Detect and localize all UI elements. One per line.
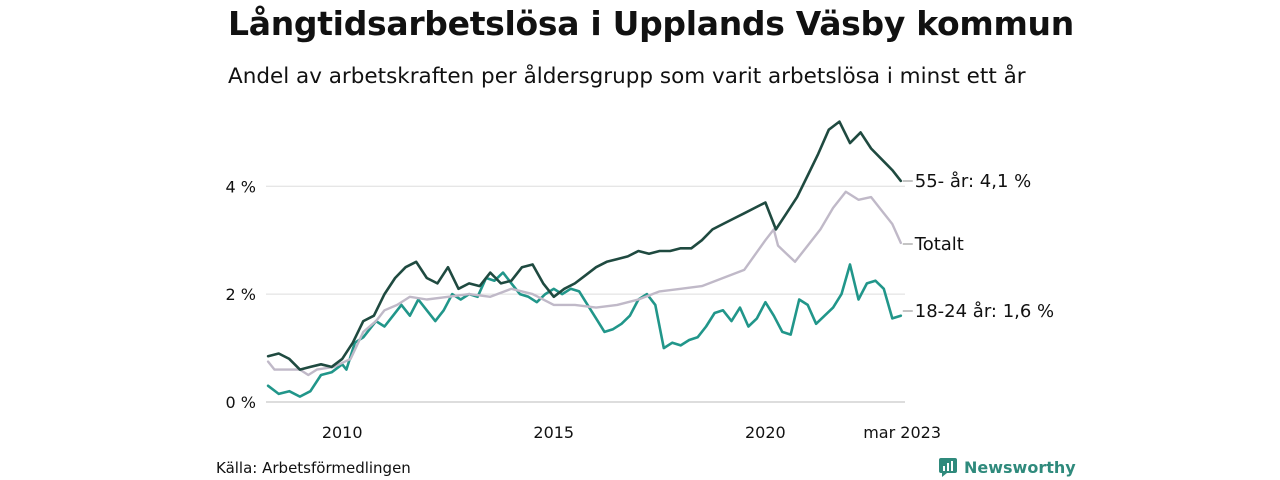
- x-tick-label: mar 2023: [863, 423, 941, 442]
- brand-logo: Newsworthy: [938, 457, 1076, 477]
- series-line-total: [266, 190, 902, 377]
- brand-name: Newsworthy: [964, 457, 1076, 477]
- y-tick-label: 0 %: [226, 393, 256, 412]
- label-layer: 0 % 2 % 4 % 2010 2015 2020 mar 2023 18-24 år: 1…: [226, 171, 1055, 442]
- chart-subtitle: Andel av arbetskraften per åldersgrupp s…: [228, 64, 1026, 89]
- end-label-total: Totalt: [914, 234, 964, 255]
- grid-layer: [266, 185, 905, 403]
- source-note: Källa: Arbetsförmedlingen: [216, 459, 411, 477]
- x-tick-label: 2010: [322, 423, 363, 442]
- series-layer: [266, 120, 903, 398]
- x-tick-label: 2015: [533, 423, 574, 442]
- chart-title: Långtidsarbetslösa i Upplands Väsby komm…: [228, 4, 1074, 43]
- y-tick-label: 4 %: [226, 177, 256, 196]
- newsworthy-logo-icon: [939, 458, 957, 477]
- series-line-s55: [266, 120, 903, 371]
- series-line-s1824: [266, 263, 903, 398]
- end-label-s55: 55- år: 4,1 %: [915, 171, 1031, 192]
- x-tick-label: 2020: [745, 423, 786, 442]
- end-label-s1824: 18-24 år: 1,6 %: [915, 301, 1054, 322]
- y-tick-label: 2 %: [226, 285, 256, 304]
